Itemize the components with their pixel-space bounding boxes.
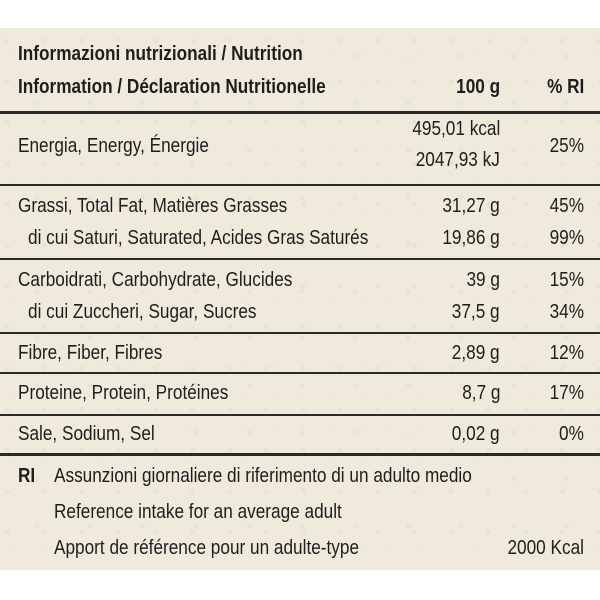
row-carbohydrate-amount: 39 g — [466, 269, 500, 291]
row-energy-ri: 25% — [549, 135, 584, 157]
row-salt-label: Sale, Sodium, Sel — [18, 423, 155, 445]
label-title-line-1: Informazioni nutrizionali / Nutrition — [18, 43, 303, 65]
row-protein-label: Proteine, Protein, Protéines — [18, 382, 229, 404]
footer-divider — [0, 453, 600, 456]
row-sugar-ri: 34% — [549, 301, 584, 323]
row-fat-ri: 45% — [549, 195, 584, 217]
row-carbohydrate-ri: 15% — [549, 269, 584, 291]
row-divider — [0, 184, 600, 186]
header-divider — [0, 111, 600, 114]
row-sugar-label: di cui Zuccheri, Sugar, Sucres — [28, 301, 257, 323]
row-saturated-amount: 19,86 g — [442, 227, 500, 249]
row-fat-label: Grassi, Total Fat, Matières Grasses — [18, 195, 288, 217]
column-header-amount: 100 g — [456, 76, 500, 98]
row-divider — [0, 258, 600, 260]
footer-ri-english: Reference intake for an average adult — [54, 501, 342, 523]
row-salt-ri: 0% — [559, 423, 584, 445]
row-protein-amount: 8,7 g — [461, 382, 500, 404]
row-energy-kj: 2047,93 kJ — [415, 149, 500, 171]
row-energy-kcal: 495,01 kcal — [412, 118, 500, 140]
footer-ri-italian: Assunzioni giornaliere di riferimento di… — [54, 465, 472, 487]
row-divider — [0, 414, 600, 416]
row-saturated-label: di cui Saturi, Saturated, Acides Gras Sa… — [28, 227, 369, 249]
column-header-ri: % RI — [546, 76, 584, 98]
row-fat-amount: 31,27 g — [442, 195, 500, 217]
row-energy-label: Energia, Energy, Énergie — [18, 135, 209, 157]
row-fibre-amount: 2,89 g — [452, 342, 500, 364]
nutrition-label: Informazioni nutrizionali / Nutrition In… — [0, 28, 600, 570]
row-protein-ri: 17% — [549, 382, 584, 404]
row-salt-amount: 0,02 g — [452, 423, 500, 445]
row-fibre-ri: 12% — [549, 342, 584, 364]
footer-ri-french: Apport de référence pour un adulte-type — [54, 537, 360, 559]
row-divider — [0, 372, 600, 374]
footer-ri-key: RI — [18, 465, 36, 487]
row-carbohydrate-label: Carboidrati, Carbohydrate, Glucides — [18, 269, 293, 291]
row-divider — [0, 332, 600, 334]
label-title-line-2: Information / Déclaration Nutritionelle — [18, 76, 326, 98]
row-sugar-amount: 37,5 g — [452, 301, 500, 323]
footer-reference-value: 2000 Kcal — [507, 537, 584, 559]
row-fibre-label: Fibre, Fiber, Fibres — [18, 342, 163, 364]
row-saturated-ri: 99% — [549, 227, 584, 249]
